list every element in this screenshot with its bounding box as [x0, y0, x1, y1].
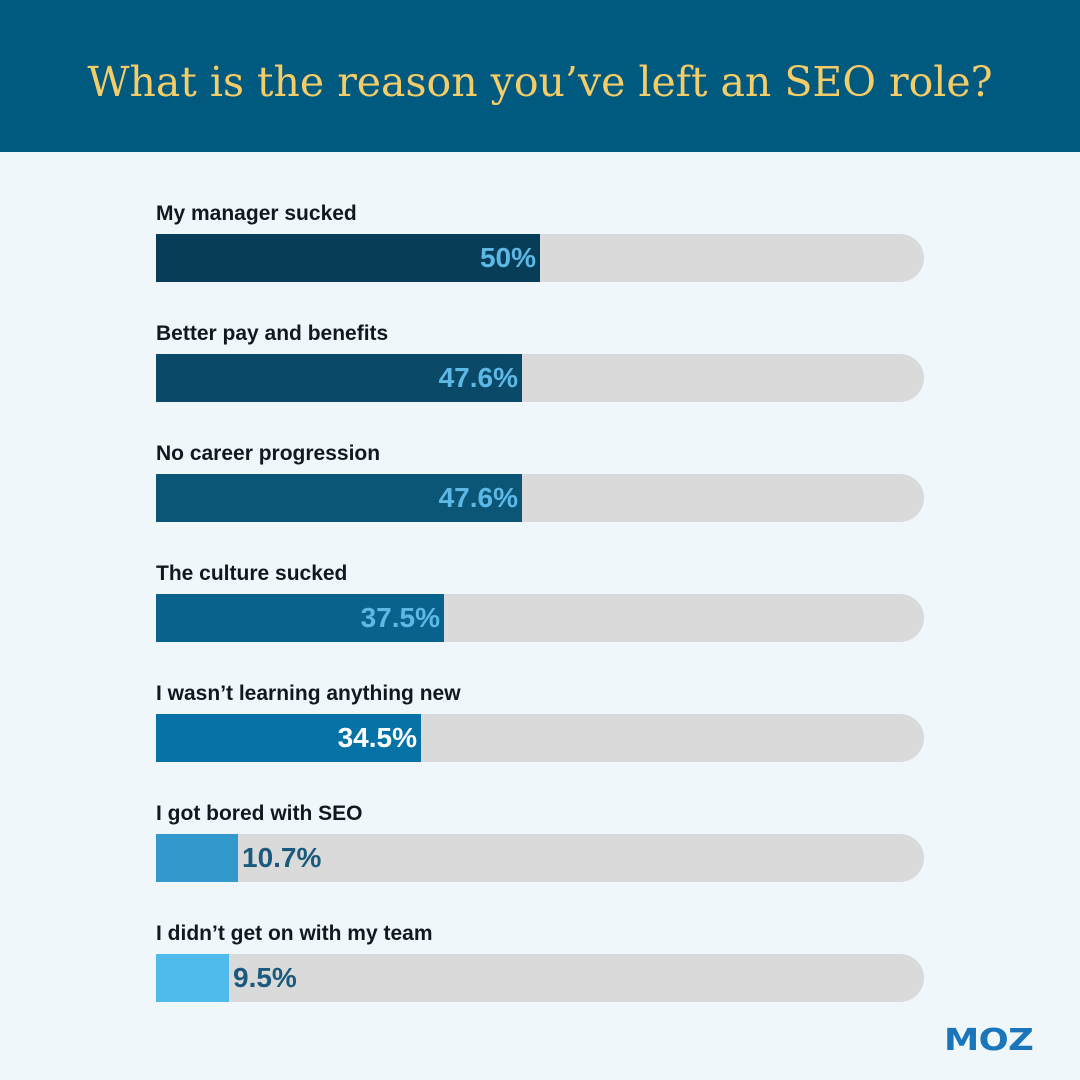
bar-fill	[156, 594, 444, 642]
moz-logo: MOZ	[944, 1023, 1034, 1058]
bar-fill	[156, 354, 522, 402]
bar-fill	[156, 954, 229, 1002]
header-banner: What is the reason you’ve left an SEO ro…	[0, 0, 1080, 152]
bar-fill	[156, 714, 421, 762]
bar-track	[156, 954, 924, 1002]
chart-title: What is the reason you’ve left an SEO ro…	[87, 58, 993, 106]
bar-category-label: My manager sucked	[156, 202, 357, 225]
bar-category-label: The culture sucked	[156, 562, 348, 585]
bar-value-label: 47.6%	[438, 482, 518, 513]
bar-track	[156, 834, 924, 882]
bar-category-label: I wasn’t learning anything new	[156, 682, 461, 705]
bar-category-label: No career progression	[156, 442, 381, 465]
bar-value-label: 50%	[479, 242, 536, 273]
bar-value-label: 34.5%	[337, 722, 417, 753]
bar-category-label: Better pay and benefits	[156, 322, 389, 345]
bar-fill	[156, 834, 238, 882]
bar-value-label: 9.5%	[233, 962, 297, 993]
bar-value-label: 37.5%	[360, 602, 440, 633]
bar-value-label: 47.6%	[438, 362, 518, 393]
bar-fill	[156, 234, 540, 282]
bar-category-label: I got bored with SEO	[156, 802, 363, 825]
bar-category-label: I didn’t get on with my team	[156, 922, 433, 945]
bar-value-label: 10.7%	[242, 842, 322, 873]
bar-fill	[156, 474, 522, 522]
